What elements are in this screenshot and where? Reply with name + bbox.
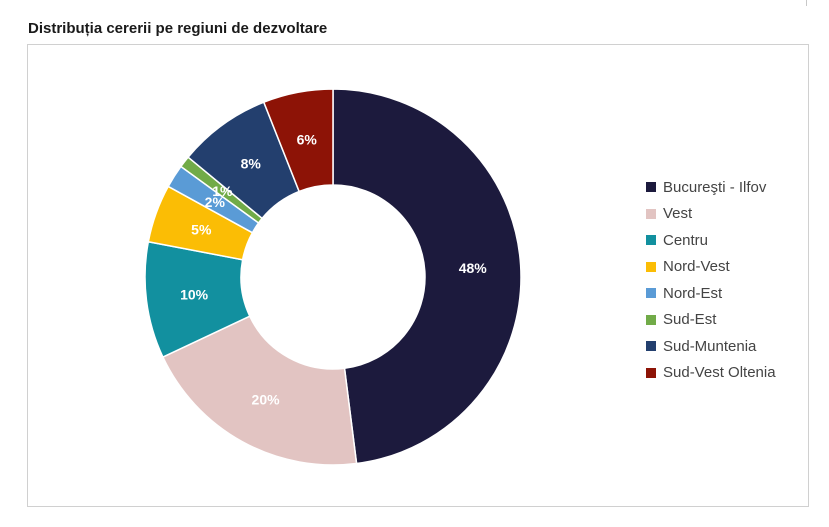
slice-label: 20% (252, 392, 281, 408)
legend-swatch (646, 314, 656, 325)
legend-item: Centru (646, 227, 776, 254)
legend-label: Nord-Est (663, 284, 723, 302)
chart-legend: Bucureşti - Ilfov Vest Centru Nord-Vest Nord… (646, 174, 776, 386)
legend-item: Bucureşti - Ilfov (646, 174, 776, 201)
legend-item: Sud-Muntenia (646, 333, 776, 360)
legend-label: Centru (663, 231, 709, 249)
legend-item: Nord-Est (646, 280, 776, 307)
legend-label: Sud-Muntenia (663, 337, 757, 355)
legend-label: Vest (663, 205, 693, 223)
slice-label: 10% (180, 287, 209, 303)
corner-tick (806, 0, 807, 6)
slice-label: 6% (297, 131, 318, 147)
legend-swatch (646, 341, 656, 352)
legend-label: Sud-Vest Oltenia (663, 364, 776, 382)
legend-swatch (646, 261, 656, 272)
donut-slice-labels: 48% 20% 10% 5% 2%1% 8% 6% (180, 131, 487, 407)
legend-item: Vest (646, 201, 776, 228)
donut-slices (144, 88, 522, 466)
legend-swatch (646, 235, 656, 246)
donut-slice-bucureşti-ilfov (332, 88, 522, 465)
donut-slice-vest (161, 315, 358, 466)
legend-item: Sud-Vest Oltenia (646, 360, 776, 387)
chart-title: Distribuția cererii pe regiuni de dezvol… (28, 20, 328, 37)
legend-swatch (646, 182, 656, 193)
slice-label: 8% (241, 156, 262, 172)
legend-label: Nord-Vest (663, 258, 730, 276)
slice-label: 5% (191, 222, 212, 238)
legend-swatch (646, 208, 656, 219)
legend-item: Nord-Vest (646, 254, 776, 281)
slice-label: 48% (459, 260, 488, 276)
legend-label: Bucureşti - Ilfov (663, 178, 767, 196)
donut-slice-sud-vest-oltenia (262, 88, 334, 193)
legend-item: Sud-Est (646, 307, 776, 334)
legend-label: Sud-Est (663, 311, 717, 329)
slice-label: 1% (212, 183, 233, 199)
legend-swatch (646, 288, 656, 299)
slice-label: 2% (205, 194, 226, 210)
legend-swatch (646, 367, 656, 378)
